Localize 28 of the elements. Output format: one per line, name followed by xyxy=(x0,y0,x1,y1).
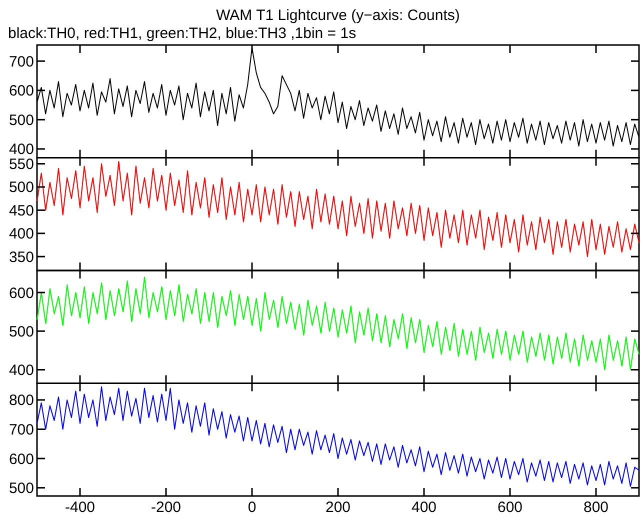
y-tick-label: 600 xyxy=(8,82,34,100)
line-series xyxy=(36,276,640,370)
x-tick-label: 400 xyxy=(411,499,437,515)
y-tick-label: 400 xyxy=(8,141,34,158)
y-tick-label: 500 xyxy=(8,179,34,196)
chart-subtitle: black:TH0, red:TH1, green:TH2, blue:TH3 ,1bin = 1s xyxy=(8,25,356,42)
y-tick-label: 800 xyxy=(8,392,34,410)
y-tick-label: 700 xyxy=(8,421,34,438)
chart-title: WAM T1 Lightcurve (y−axis: Counts) xyxy=(216,7,460,24)
y-tick-label: 600 xyxy=(8,450,34,468)
y-tick-label: 500 xyxy=(8,323,34,340)
y-tick-label: 500 xyxy=(8,112,34,129)
x-tick-label: 800 xyxy=(583,499,609,515)
x-tick-label: 600 xyxy=(497,499,523,515)
y-tick-label: 700 xyxy=(8,53,34,70)
line-series xyxy=(36,386,640,487)
x-tick-label: -200 xyxy=(150,499,182,515)
y-tick-label: 350 xyxy=(8,248,34,266)
y-tick-label: 600 xyxy=(8,284,34,302)
line-series xyxy=(36,160,640,258)
x-tick-label: -400 xyxy=(64,499,96,515)
y-tick-label: 400 xyxy=(8,362,34,379)
x-tick-label: 0 xyxy=(248,499,256,515)
x-tick-label: 200 xyxy=(325,499,351,515)
y-tick-label: 450 xyxy=(8,202,34,220)
y-tick-label: 500 xyxy=(8,480,34,498)
y-tick-label: 550 xyxy=(8,156,34,174)
y-tick-label: 400 xyxy=(8,226,34,243)
